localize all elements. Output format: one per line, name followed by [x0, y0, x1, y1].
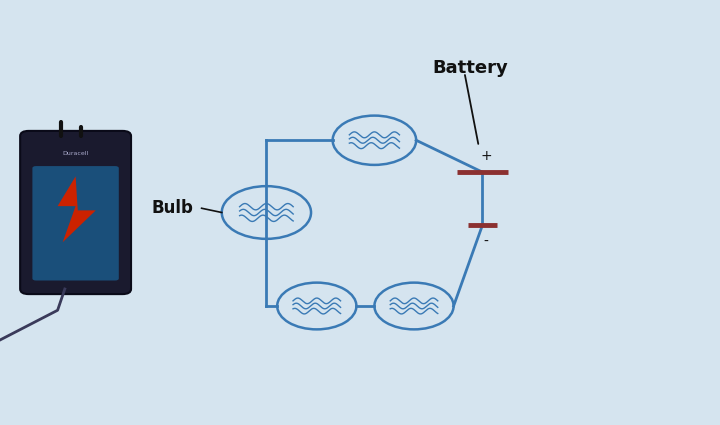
Text: Battery: Battery — [432, 59, 508, 77]
Polygon shape — [58, 176, 96, 242]
FancyBboxPatch shape — [20, 131, 131, 294]
FancyBboxPatch shape — [32, 166, 119, 280]
Text: Duracell: Duracell — [63, 151, 89, 156]
Text: Bulb: Bulb — [151, 199, 193, 217]
Text: -: - — [484, 235, 488, 249]
Text: +: + — [480, 149, 492, 163]
